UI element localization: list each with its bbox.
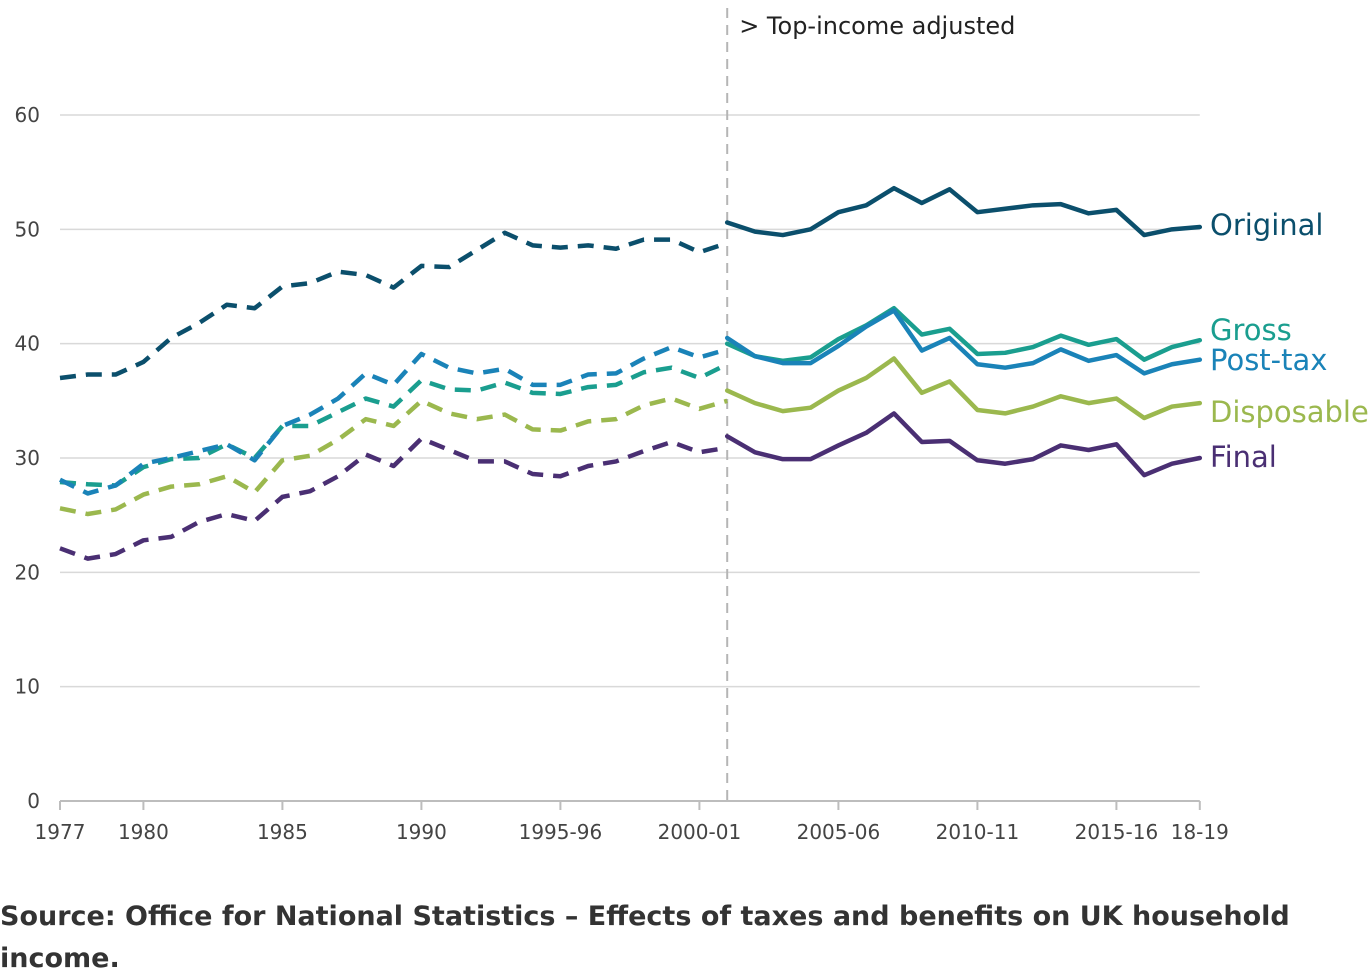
disposable-unadjusted-line	[59, 396, 728, 517]
post-tax-unadjusted-line	[59, 344, 728, 496]
y-tick-label: 50	[15, 217, 40, 241]
x-tick-label: 1977	[35, 820, 86, 844]
series-lines	[59, 185, 1203, 561]
final-unadjusted-line	[59, 436, 728, 561]
y-tick-label: 20	[15, 560, 40, 584]
final-adjusted-line	[724, 411, 1203, 478]
x-tick-label: 18-19	[1171, 820, 1229, 844]
disposable-series-label: Disposable	[1210, 395, 1369, 429]
y-tick-label: 0	[27, 789, 40, 813]
y-tick-label: 40	[15, 332, 40, 356]
gross-unadjusted-line	[59, 362, 729, 488]
y-tick-label: 10	[15, 675, 40, 699]
gross-series-label: Gross	[1210, 313, 1292, 347]
x-tick-label: 1995-96	[519, 820, 603, 844]
original-series-label: Original	[1210, 208, 1323, 242]
y-tick-label: 30	[15, 446, 40, 470]
original-adjusted-line	[724, 185, 1203, 238]
top-income-annotation: > Top-income adjusted	[739, 12, 1015, 40]
x-tick-label: 1980	[118, 820, 169, 844]
y-tick-label: 60	[15, 103, 40, 127]
final-series-label: Final	[1210, 440, 1277, 474]
x-tick-label: 1990	[396, 820, 447, 844]
axes: 1977 1980 1985 1990 1995-96 2000-01 2005-06 201…	[35, 800, 1229, 844]
gross-adjusted-line	[724, 305, 1203, 364]
line-chart: 0 10 20 30 40 50 60 1977 1980 1985 1990 1995-96 200…	[15, 8, 1369, 844]
x-tick-label: 2010-11	[936, 820, 1020, 844]
source-note: Source: Office for National Statistics –…	[0, 901, 1290, 974]
post-tax-adjusted-line	[724, 308, 1203, 376]
disposable-adjusted-line	[724, 356, 1203, 421]
x-tick-label: 1985	[257, 820, 308, 844]
x-tick-label: 2000-01	[658, 820, 742, 844]
post-tax-series-label: Post-tax	[1210, 343, 1327, 377]
x-tick-label: 2005-06	[797, 820, 881, 844]
x-tick-label: 2015-16	[1075, 820, 1159, 844]
original-unadjusted-line	[59, 230, 728, 381]
